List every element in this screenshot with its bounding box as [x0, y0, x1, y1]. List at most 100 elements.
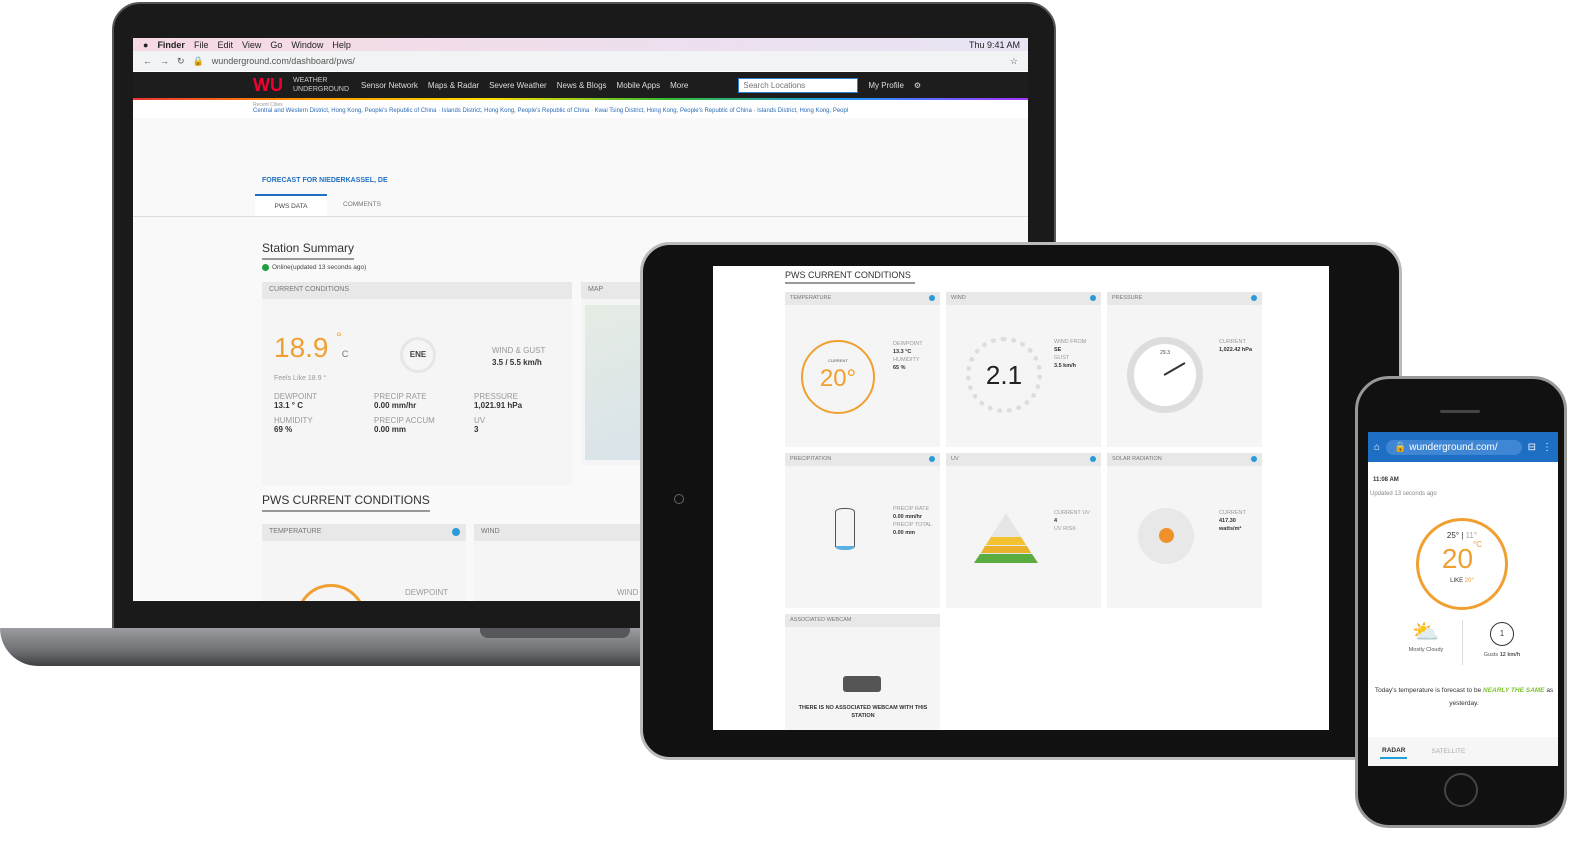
phone-url-field[interactable]: 🔒 wunderground.com/	[1386, 439, 1522, 455]
wind-compass-icon: 1	[1490, 622, 1514, 646]
forecast-title: FORECAST FOR NIEDERKASSEL, DE	[262, 177, 388, 184]
dewpoint-value: 13.3 °C	[893, 349, 912, 355]
stat-dewpoint: DEWPOINT 13.1 ° C	[274, 392, 374, 410]
temp-value: 18.9	[274, 332, 329, 363]
card-title: TEMPERATURE	[790, 295, 832, 301]
nav-severe-weather[interactable]: Severe Weather	[489, 80, 547, 90]
nav-news-blogs[interactable]: News & Blogs	[556, 80, 607, 90]
menu-icon[interactable]: ⋮	[1542, 441, 1552, 453]
card-title: PRECIPITATION	[790, 456, 832, 462]
tab-comments[interactable]: COMMENTS	[343, 201, 381, 208]
tablet-precipitation-card: PRECIPITATION PRECIP RATE 0.00 mm/hr PREC…	[785, 453, 940, 608]
info-icon[interactable]	[929, 295, 935, 301]
rate-value: 0.00 mm/hr	[893, 514, 923, 520]
back-icon[interactable]: ←	[143, 56, 152, 66]
menu-finder[interactable]: Finder	[157, 39, 185, 50]
phone-updated: Updated 13 seconds ago	[1370, 491, 1437, 497]
wu-logo[interactable]: WU	[253, 74, 283, 95]
condition-text: Mostly Cloudy	[1408, 647, 1444, 653]
menu-edit[interactable]: Edit	[217, 39, 233, 50]
tablet-temperature-card: TEMPERATURE CURRENT 20° DEWPOINT 13.3 °C …	[785, 292, 940, 447]
url-field[interactable]: wunderground.com/dashboard/pws/	[211, 56, 355, 66]
menu-help[interactable]: Help	[332, 39, 351, 50]
nav-maps-radar[interactable]: Maps & Radar	[427, 80, 480, 90]
tab-satellite[interactable]: SATELLITE	[1431, 748, 1466, 755]
phone-divider	[1462, 620, 1463, 665]
current-temp: 18.9 ° C	[274, 330, 348, 366]
stat-uv: UV 3	[474, 416, 574, 434]
stat-pressure: PRESSURE 1,021.91 hPa	[474, 392, 574, 410]
card-header: UV	[946, 453, 1101, 466]
uv-value: 4	[1054, 518, 1058, 524]
recent-label: Recent Cities	[253, 102, 283, 108]
phone-screen: ⌂ 🔒 wunderground.com/ ⊟ ⋮ 11:08 AM Update…	[1368, 432, 1558, 766]
stat-precip-accum: PRECIP ACCUM 0.00 mm	[374, 416, 474, 434]
menubar-clock: Thu 9:41 AM	[968, 39, 1020, 50]
stat-value: 0.00 mm	[374, 425, 407, 434]
card-title: WIND	[951, 295, 966, 301]
phone-url: wunderground.com/	[1409, 441, 1498, 453]
wind-from-label: WIND FROM	[1054, 339, 1087, 345]
card-title: UV	[951, 456, 959, 462]
card-title: SOLAR RADIATION	[1112, 456, 1162, 462]
wind-gust-value: 3.5 / 5.5 km/h	[492, 358, 542, 367]
home-icon[interactable]: ⌂	[1374, 441, 1381, 453]
nav-sensor-network[interactable]: Sensor Network	[361, 80, 418, 90]
temp-value: 20°	[819, 365, 857, 392]
feels-like: Feels Like 18.9 °	[274, 375, 327, 382]
search-input[interactable]	[738, 77, 859, 93]
menu-file[interactable]: File	[193, 39, 209, 50]
phone-home-button[interactable]	[1444, 773, 1478, 807]
pws-title: PWS CURRENT CONDITIONS	[262, 493, 430, 512]
card-header: SOLAR RADIATION	[1107, 453, 1262, 466]
forward-icon[interactable]: →	[160, 56, 169, 66]
dewpoint-label: DEWPOINT	[405, 588, 449, 597]
wu-nav: WU WEATHER UNDERGROUND Sensor Network Ma…	[133, 72, 1028, 98]
stat-value: 3	[474, 425, 479, 434]
info-icon[interactable]	[1251, 456, 1257, 462]
card-header: PRECIPITATION	[785, 453, 940, 466]
pressure-stats: CURRENT 1,022.42 hPa	[1219, 338, 1252, 354]
stat-value: 1,021.91 hPa	[474, 401, 523, 410]
precip-stats: PRECIP RATE 0.00 mm/hr PRECIP TOTAL 0.00 m…	[893, 505, 933, 537]
rainbow-divider	[133, 98, 1028, 100]
uv-risk-label: UV RISK	[1054, 526, 1077, 532]
reload-icon[interactable]: ↻	[177, 55, 185, 66]
info-icon[interactable]	[929, 456, 935, 462]
uv-current-label: CURRENT UV	[1054, 510, 1090, 516]
info-icon[interactable]	[452, 528, 460, 536]
tablet-webcam-card: ASSOCIATED WEBCAM THERE IS NO ASSOCIATED…	[785, 614, 940, 730]
menu-window[interactable]: Window	[291, 39, 324, 50]
info-icon[interactable]	[1251, 295, 1257, 301]
browser-toolbar: ← → ↻ 🔒 wunderground.com/dashboard/pws/ …	[133, 51, 1028, 71]
menu-view[interactable]: View	[241, 39, 262, 50]
card-title: PRESSURE	[1112, 295, 1143, 301]
gear-icon[interactable]: ⚙	[913, 80, 922, 90]
nav-my-profile[interactable]: My Profile	[868, 80, 904, 90]
stat-label: DEWPOINT	[274, 392, 318, 401]
nav-mobile-apps[interactable]: Mobile Apps	[616, 80, 661, 90]
sun-icon	[1158, 528, 1174, 543]
rate-label: PRECIP RATE	[893, 506, 930, 512]
menu-go[interactable]: Go	[270, 39, 283, 50]
tabs-icon[interactable]: ⊟	[1527, 441, 1536, 453]
wu-logo-text: WEATHER UNDERGROUND	[293, 77, 349, 93]
apple-icon[interactable]: ●	[143, 39, 149, 50]
tablet-solar-card: SOLAR RADIATION CURRENT 417.30 watts/m²	[1107, 453, 1262, 608]
tab-pws-data[interactable]: PWS DATA	[255, 194, 327, 216]
webcam-icon	[843, 676, 881, 692]
tab-radar[interactable]: RADAR	[1380, 744, 1408, 759]
wind-from-value: SE	[1054, 347, 1062, 353]
like-value: 20°	[1464, 578, 1474, 584]
recent-cities-list[interactable]: Central and Western District, Hong Kong,…	[253, 108, 849, 114]
star-icon[interactable]: ☆	[1009, 55, 1018, 66]
nav-more[interactable]: More	[670, 80, 689, 90]
stat-label: PRECIP ACCUM	[374, 416, 435, 425]
temp-ring: CURRENT 20°	[801, 340, 875, 414]
wind-stats: WIND FROM SE GUST 3.5 km/h	[1054, 338, 1086, 370]
tablet-pressure-card: PRESSURE 29.3 CURRENT 1,022.42 hPa	[1107, 292, 1262, 447]
info-icon[interactable]	[1090, 295, 1096, 301]
recent-cities: Recent Cities Central and Western Distri…	[253, 102, 1013, 114]
info-icon[interactable]	[1090, 456, 1096, 462]
current-label: CURRENT	[1219, 510, 1246, 516]
